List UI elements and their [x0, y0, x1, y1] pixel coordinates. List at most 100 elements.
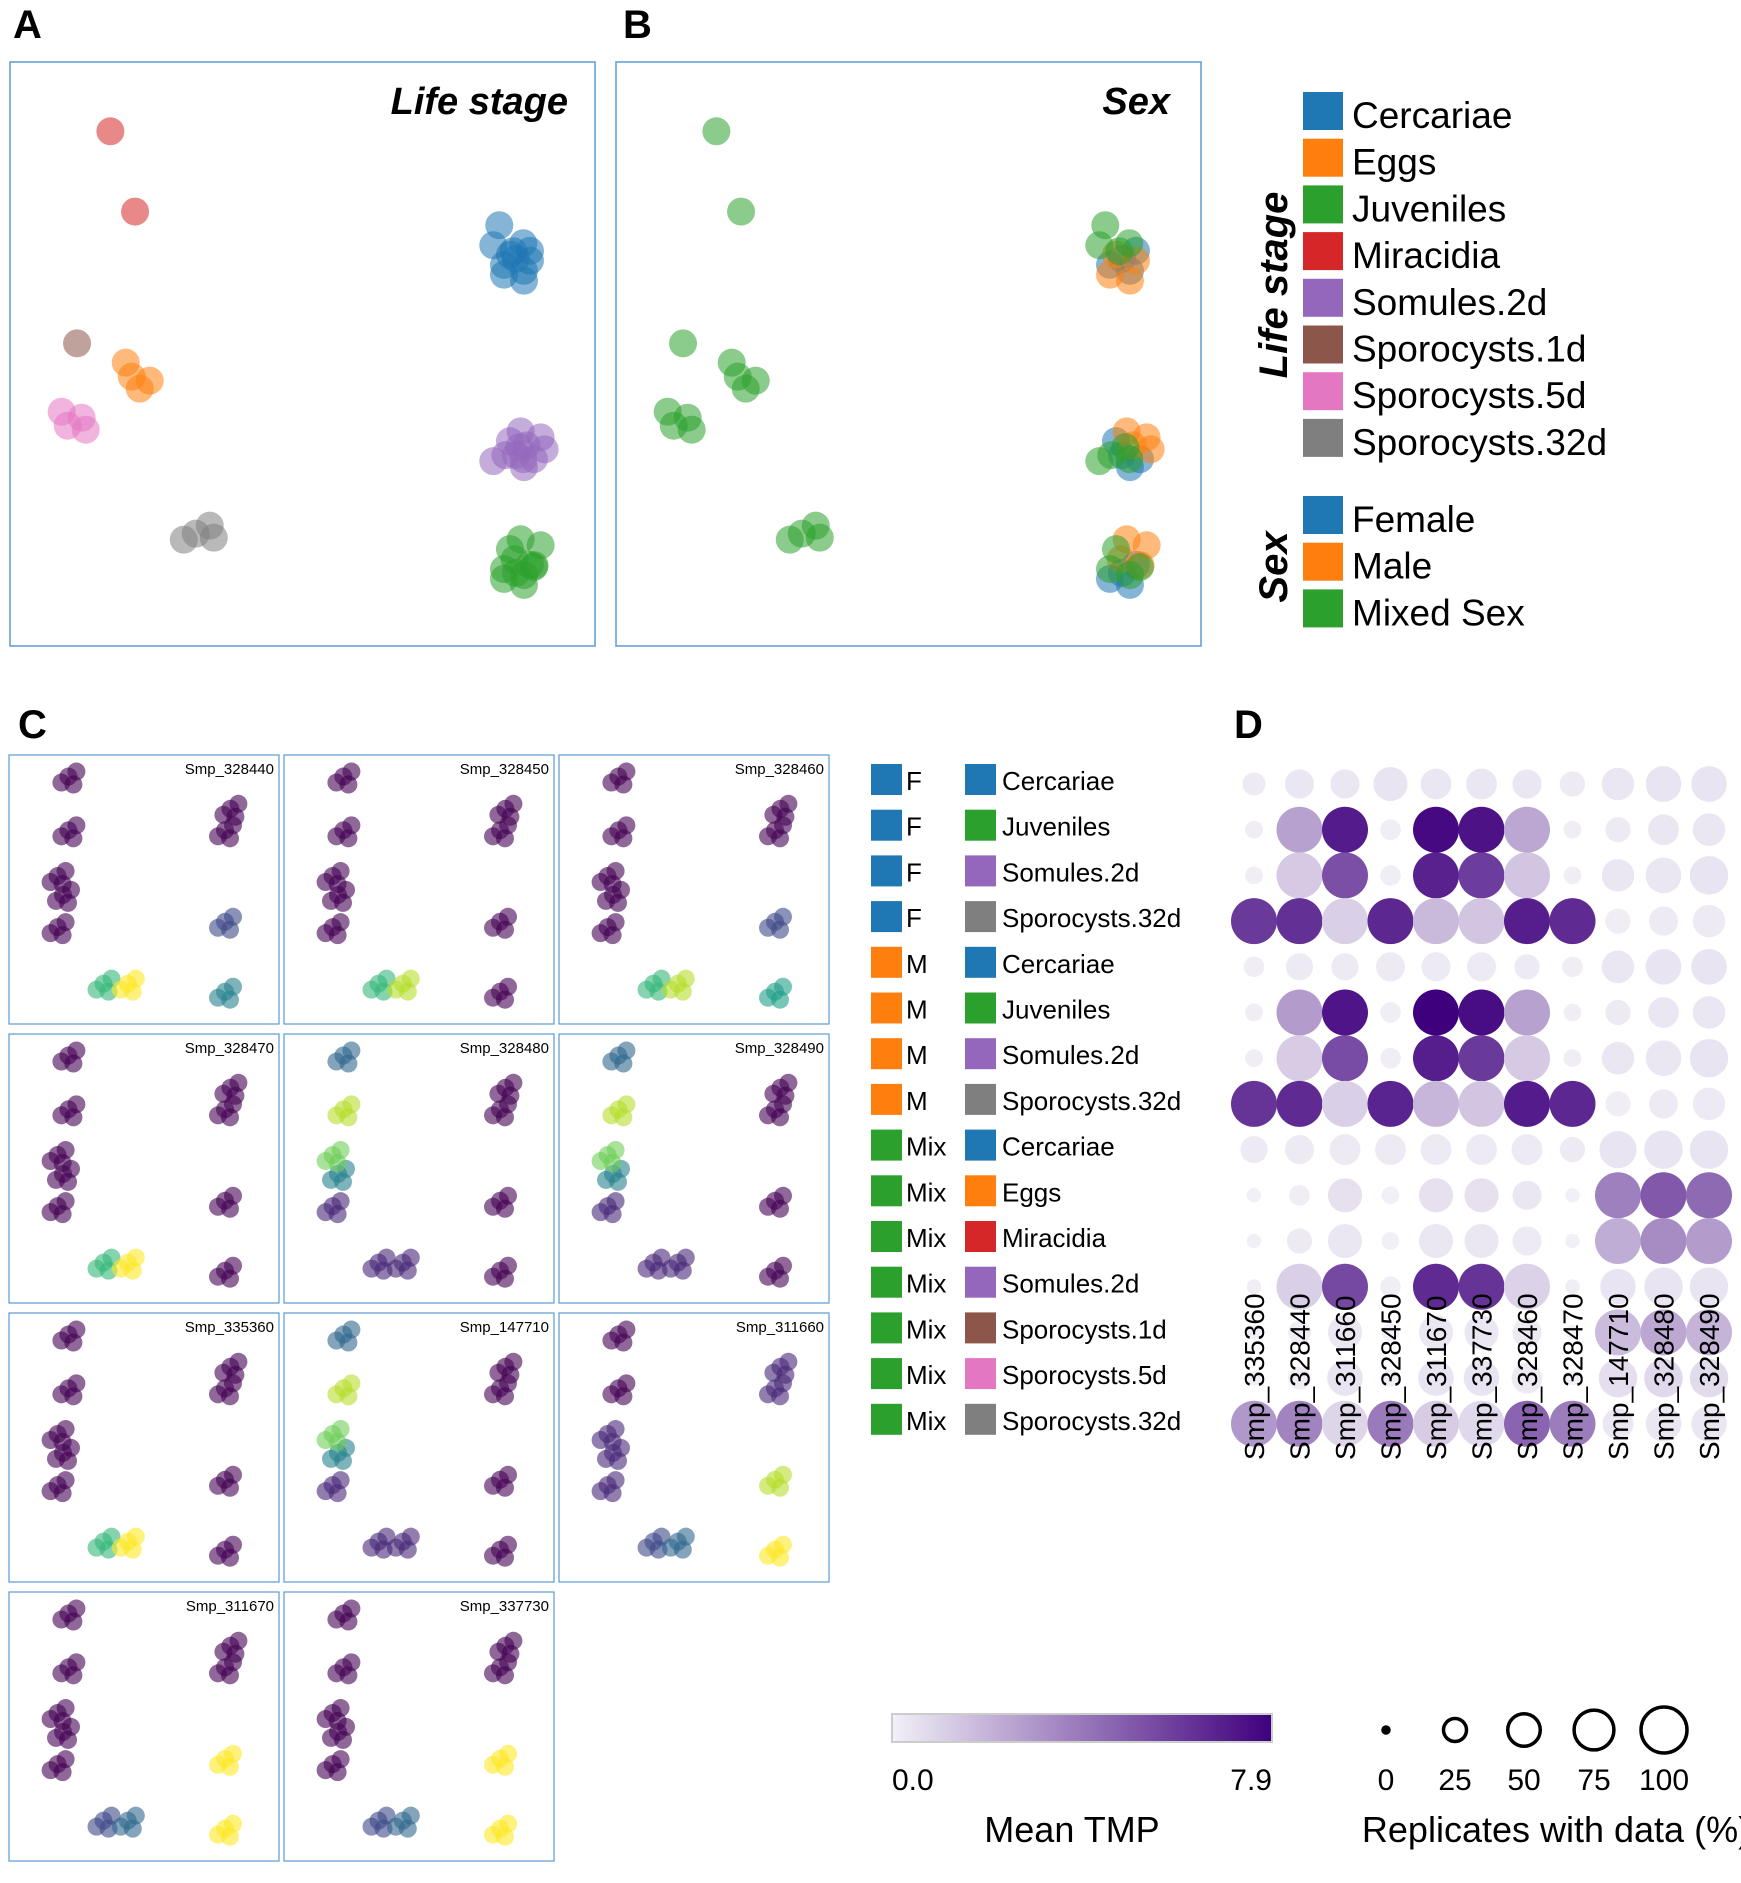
dotplot-cell	[1644, 1358, 1683, 1398]
gene-panel-label: Smp_147710	[460, 1319, 549, 1336]
panel-b-points	[653, 117, 1165, 599]
panel-letter-d: D	[1234, 703, 1263, 747]
gene-scatter-point	[609, 1451, 627, 1470]
dotplot-cell	[1686, 1218, 1732, 1264]
gene-scatter-point	[771, 1108, 789, 1127]
combo-stage-swatch	[965, 809, 996, 841]
dotplot-cell	[1289, 1185, 1310, 1206]
gene-scatter-point	[339, 1054, 358, 1073]
size-scale-circle	[1572, 1708, 1616, 1752]
gene-scatter-point	[334, 893, 352, 912]
dotplot-cell	[1413, 989, 1459, 1036]
dotplot-cell	[1276, 898, 1323, 945]
dotplot-cell	[1504, 898, 1550, 945]
gene-scatter-point	[339, 1387, 358, 1406]
gene-panel-label: Smp_335360	[185, 1319, 274, 1336]
gene-scatter-point	[221, 1269, 239, 1288]
dotplot-cell	[1285, 953, 1314, 981]
gene-scatter-point	[123, 1819, 142, 1838]
combo-stage-swatch	[965, 1083, 996, 1115]
gene-scatter-point	[64, 775, 83, 794]
scatter-point	[121, 197, 150, 226]
dotplot-x-tick: Smp_147710	[1603, 1293, 1634, 1460]
dotplot-cell	[1322, 989, 1368, 1036]
combo-stage-label: Somules.2d	[1002, 857, 1139, 887]
dotplot-cell	[1648, 814, 1679, 846]
dotplot-cell	[1640, 1218, 1687, 1264]
gene-scatter-point	[64, 1054, 83, 1073]
dotplot-cell	[1245, 1049, 1263, 1068]
gene-scatter-point	[334, 1451, 352, 1470]
dotplot-cell	[1284, 1135, 1315, 1165]
dotplot-cell	[1648, 997, 1679, 1028]
combo-stage-swatch	[965, 901, 996, 933]
combo-stage-label: Juveniles	[1002, 812, 1110, 842]
gene-scatter-point	[603, 1433, 622, 1452]
dotplot-cell	[1466, 1134, 1497, 1166]
scatter-point	[195, 511, 224, 540]
gene-panel-frame	[8, 1591, 280, 1862]
dotplot-cell	[1549, 1080, 1596, 1127]
combo-stage-label: Juveniles	[1002, 995, 1110, 1025]
gene-scatter-point	[496, 920, 514, 939]
dotplot-cell	[1565, 1325, 1580, 1340]
gene-panel-label: Smp_311670	[186, 1598, 274, 1615]
combo-sex-swatch	[871, 1221, 902, 1252]
dotplot-cell	[1600, 1268, 1636, 1305]
dotplot-cell	[1689, 1038, 1729, 1078]
combo-sex-swatch	[871, 1403, 902, 1435]
dotplot-cell	[1458, 898, 1505, 945]
combo-sex-swatch	[871, 1266, 902, 1298]
gene-scatter-point	[53, 1484, 72, 1503]
combo-sex-swatch	[871, 764, 902, 795]
combo-sex-label: F	[906, 766, 922, 796]
combo-sex-swatch	[871, 1038, 902, 1070]
gene-panel: Smp_328450	[283, 754, 555, 1025]
dotplot-cell	[1464, 1315, 1499, 1350]
scatter-point	[1111, 433, 1140, 462]
gene-scatter-point	[339, 829, 358, 848]
combo-stage-swatch	[965, 1129, 996, 1161]
scatter-point	[509, 229, 538, 258]
dotplot-cell	[1640, 1309, 1687, 1356]
scatter-point	[775, 525, 804, 554]
legend-item-label: Sporocysts.1d	[1352, 329, 1586, 370]
combo-stage-swatch	[965, 1358, 996, 1390]
combo-stage-swatch	[965, 1312, 996, 1344]
combo-sex-label: Mix	[906, 1177, 946, 1207]
dotplot-cell	[1598, 1358, 1638, 1398]
dotplot-cell	[1565, 1279, 1580, 1294]
gene-panel: Smp_328480	[283, 1033, 555, 1304]
gene-panel-label: Smp_328470	[185, 1040, 274, 1057]
gene-scatter-point	[123, 1261, 142, 1280]
dotplot-cell	[1375, 1134, 1406, 1166]
panel-d-dotplot	[1231, 766, 1732, 1447]
combo-stage-label: Cercariae	[1002, 949, 1115, 979]
size-scale-label: 0	[1378, 1764, 1395, 1797]
combo-stage-label: Sporocysts.5d	[1002, 1360, 1167, 1390]
dotplot-cell	[1413, 1263, 1459, 1310]
legend-swatch	[1303, 138, 1343, 177]
scatter-point	[1091, 211, 1120, 240]
gene-panel: Smp_311660	[558, 1312, 830, 1583]
combo-sex-label: M	[906, 1040, 928, 1070]
dotplot-cell	[1329, 1134, 1361, 1166]
dotplot-cell	[1466, 952, 1497, 982]
gene-scatter-point	[603, 1154, 622, 1173]
gene-scatter-point	[226, 1365, 245, 1384]
panel-a: Life stage	[9, 61, 596, 647]
scatter-point	[1132, 423, 1161, 452]
gene-panel: Smp_328470	[8, 1033, 280, 1304]
dotplot-cell	[1466, 768, 1497, 800]
gene-panel-frame	[283, 1033, 555, 1304]
dotplot-cell	[1231, 1080, 1277, 1127]
dotplot-cell	[1322, 898, 1368, 945]
dotplot-cell	[1380, 819, 1401, 840]
dotplot-cell	[1458, 806, 1505, 853]
gene-panel-frame	[8, 754, 280, 1025]
dotplot-cell	[1288, 1366, 1311, 1390]
gene-scatter-point	[496, 1108, 514, 1127]
combo-stage-swatch	[965, 855, 996, 887]
combo-sex-label: F	[906, 812, 922, 842]
dotplot-cell	[1549, 898, 1596, 945]
